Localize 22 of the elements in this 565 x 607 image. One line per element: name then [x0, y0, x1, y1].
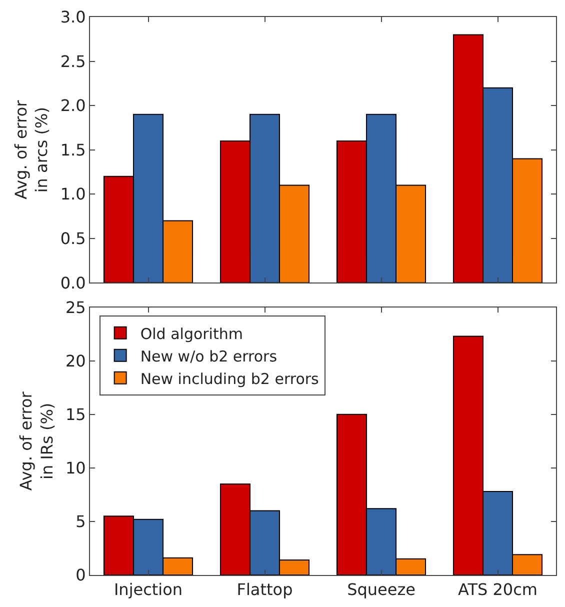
y-tick-label: 3.0: [60, 8, 86, 27]
y-tick-label: 25: [65, 298, 86, 317]
x-tick-label: Squeeze: [347, 580, 416, 600]
x-tick-label: ATS 20cm: [458, 580, 538, 600]
y-tick-label: 20: [65, 351, 86, 370]
y-tick-label: 10: [65, 458, 86, 478]
legend-label: Old algorithm: [140, 324, 243, 343]
y-tick-label: 1.0: [60, 184, 86, 204]
y-axis-title: Avg. of error in IRs (%): [16, 391, 56, 491]
legend-label: New including b2 errors: [140, 370, 320, 388]
legend-label: New w/o b2 errors: [140, 347, 278, 366]
y-tick-label: 0.0: [60, 273, 86, 292]
y-tick-label: 2.5: [60, 52, 86, 71]
y-tick-label: 5: [76, 512, 86, 532]
y-tick-label: 0: [76, 566, 86, 585]
x-tick-label: Flattop: [236, 580, 293, 600]
y-tick-label: 15: [65, 404, 86, 424]
y-tick-label: 0.5: [60, 229, 86, 248]
y-tick-label: 1.5: [60, 140, 86, 160]
y-tick-label: 2.0: [60, 96, 86, 116]
x-tick-label: Injection: [114, 580, 183, 600]
y-axis-title: Avg. of error in arcs (%): [11, 100, 52, 200]
